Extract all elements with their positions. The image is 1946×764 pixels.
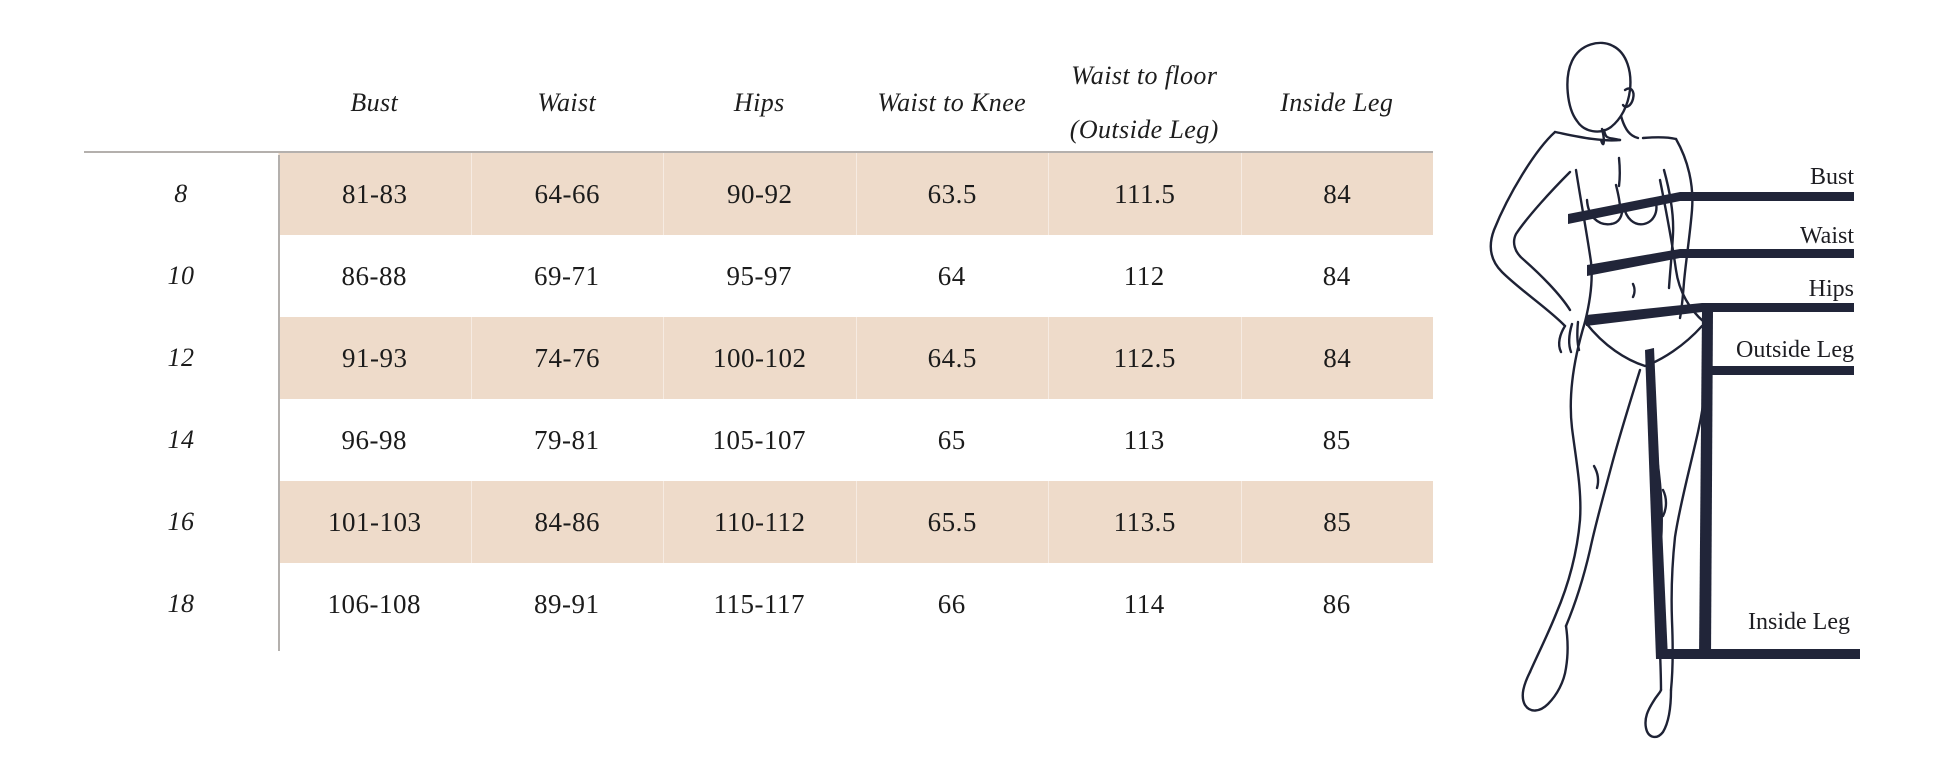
inside-leg-value: 84 — [1240, 153, 1433, 235]
inside-leg-line — [1645, 348, 1668, 659]
croquis-figure-sketch — [1489, 41, 1709, 739]
hips-value: 90-92 — [663, 153, 856, 235]
waist-to-knee-value: 65 — [937, 424, 966, 455]
waist-band — [1587, 249, 1680, 276]
size-label: 16 — [167, 507, 195, 536]
header-waist-to-floor-line1: Waist to floor — [1071, 61, 1218, 90]
bust-band-line — [1680, 192, 1854, 201]
size-label: 14 — [167, 425, 195, 454]
header-waist-to-floor-line2: (Outside Leg) — [1069, 115, 1219, 144]
waist-band-line — [1680, 249, 1854, 258]
waist-value: 84-86 — [470, 481, 663, 563]
size-label: 10 — [167, 261, 195, 290]
body-measurement-diagram: Bust Waist Hips Outside Leg Inside Leg — [1489, 41, 1860, 739]
inside-leg-value: 85 — [1322, 424, 1351, 455]
table-row-size-14: 14 96-98 79-81 105-107 65 113 85 — [84, 399, 1433, 481]
header-bust: Bust — [350, 88, 399, 117]
bust-value: 96-98 — [341, 424, 407, 455]
waist-to-floor-value: 112 — [1123, 260, 1165, 291]
table-row-size-16: 16 101-103 84-86 110-112 65.5 113.5 85 — [84, 481, 1433, 563]
figure-labels: Bust Waist Hips Outside Leg Inside Leg — [1736, 164, 1854, 635]
inside-leg-value: 86 — [1322, 588, 1351, 619]
waist-to-knee-value: 65.5 — [855, 481, 1048, 563]
waist-value: 64-66 — [470, 153, 663, 235]
hips-band — [1586, 303, 1702, 326]
hips-value: 100-102 — [663, 317, 856, 399]
waist-to-knee-value: 64.5 — [855, 317, 1048, 399]
hips-value: 115-117 — [713, 588, 805, 619]
inside-leg-baseline — [1656, 649, 1860, 659]
waist-to-floor-value: 113.5 — [1048, 481, 1241, 563]
bust-value: 106-108 — [327, 588, 421, 619]
header-waist: Waist — [537, 88, 597, 117]
table-row-size-12: 12 91-93 74-76 100-102 64.5 112.5 84 — [84, 317, 1433, 399]
size-label: 18 — [167, 589, 195, 618]
bust-value: 86-88 — [341, 260, 407, 291]
waist-value: 79-81 — [534, 424, 600, 455]
waist-value: 74-76 — [470, 317, 663, 399]
waist-value: 89-91 — [534, 588, 600, 619]
header-inside-leg: Inside Leg — [1280, 88, 1394, 117]
header-hips: Hips — [733, 88, 785, 117]
hips-value: 95-97 — [726, 260, 792, 291]
bust-value: 81-83 — [278, 153, 471, 235]
waist-to-floor-value: 114 — [1123, 588, 1165, 619]
header-waist-to-knee: Waist to Knee — [877, 88, 1027, 117]
bust-band — [1568, 192, 1680, 224]
header-waist-to-floor: Waist to floor (Outside Leg) — [1048, 55, 1241, 151]
size-label: 12 — [167, 343, 195, 372]
outside-leg-line — [1699, 310, 1713, 659]
outside-leg-tick — [1711, 366, 1854, 375]
waist-to-floor-value: 111.5 — [1048, 153, 1241, 235]
inside-leg-value: 84 — [1240, 317, 1433, 399]
hips-value: 110-112 — [663, 481, 856, 563]
size-chart-header-row: Bust Waist Hips Waist to Knee Waist to f… — [84, 55, 1433, 153]
size-label: 8 — [174, 179, 188, 208]
table-row-size-10: 10 86-88 69-71 95-97 64 112 84 — [84, 235, 1433, 317]
bust-value: 101-103 — [278, 481, 471, 563]
waist-to-knee-value: 64 — [937, 260, 966, 291]
waist-to-floor-value: 113 — [1123, 424, 1165, 455]
inside-leg-value: 85 — [1240, 481, 1433, 563]
size-chart-table: Bust Waist Hips Waist to Knee Waist to f… — [84, 55, 1433, 651]
hips-label: Hips — [1809, 276, 1854, 302]
inside-leg-value: 84 — [1322, 260, 1351, 291]
size-column-divider — [278, 155, 280, 651]
outside-leg-label: Outside Leg — [1736, 337, 1854, 363]
bust-value: 91-93 — [278, 317, 471, 399]
waist-label: Waist — [1800, 223, 1854, 249]
waist-to-knee-value: 63.5 — [855, 153, 1048, 235]
waist-to-floor-value: 112.5 — [1048, 317, 1241, 399]
measurement-bands — [1568, 192, 1860, 659]
waist-value: 69-71 — [534, 260, 600, 291]
waist-to-knee-value: 66 — [937, 588, 966, 619]
table-row-size-8: 8 81-83 64-66 90-92 63.5 111.5 84 — [84, 153, 1433, 235]
header-size-blank — [84, 55, 278, 151]
hips-value: 105-107 — [712, 424, 806, 455]
hips-band-line — [1702, 303, 1854, 312]
bust-label: Bust — [1810, 164, 1854, 190]
table-row-size-18: 18 106-108 89-91 115-117 66 114 86 — [84, 563, 1433, 645]
inside-leg-label: Inside Leg — [1748, 609, 1850, 635]
